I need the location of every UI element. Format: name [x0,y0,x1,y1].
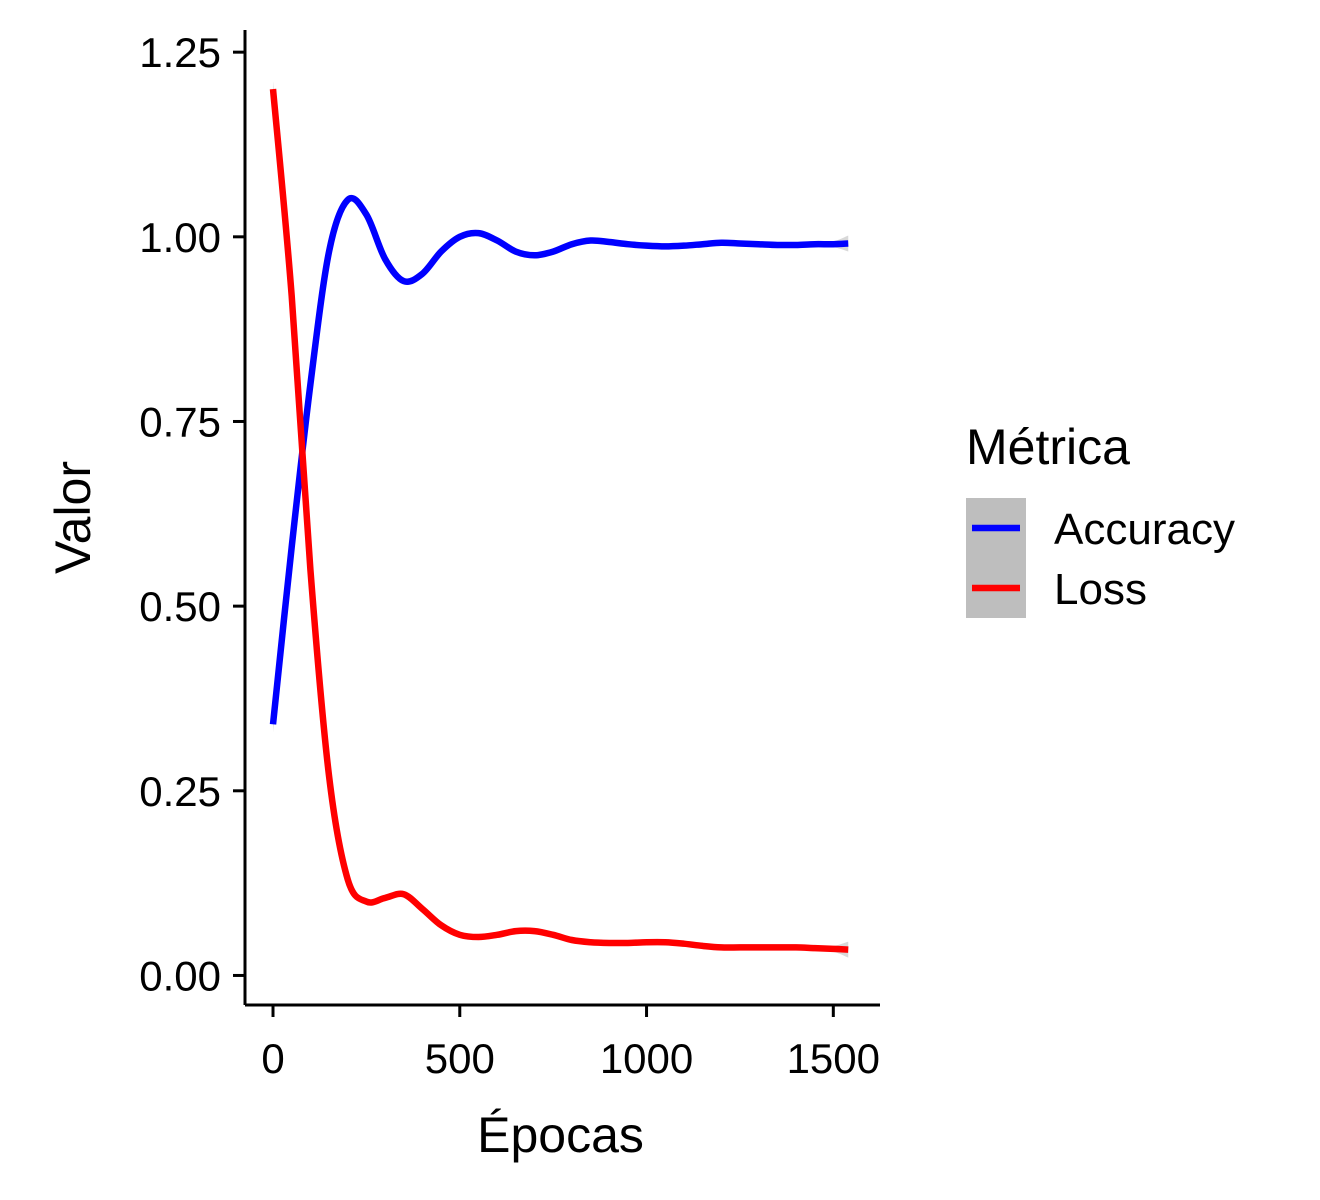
y-tick-label: 0.00 [139,952,221,999]
legend-label-accuracy: Accuracy [1054,505,1235,554]
x-tick-label: 1000 [600,1035,693,1082]
confidence-bands [273,81,849,958]
y-tick-label: 0.50 [139,583,221,630]
axes [243,30,880,1007]
x-tick-label: 1500 [787,1035,880,1082]
y-tick-label: 0.25 [139,768,221,815]
legend-title: Métrica [966,419,1130,475]
confidence-band-accuracy [273,195,849,733]
y-axis-ticks: 0.00 0.25 0.50 0.75 1.00 1.25 [139,29,245,999]
x-tick-label: 500 [425,1035,495,1082]
series-line-loss [269,88,849,953]
legend-label-loss: Loss [1054,565,1147,614]
legend-items: Accuracy Loss [966,498,1235,618]
y-tick-label: 1.25 [139,29,221,76]
confidence-band-loss [273,81,849,958]
series-lines [269,88,849,953]
y-tick-label: 1.00 [139,214,221,261]
legend: Métrica Accuracy Loss [966,419,1235,618]
y-tick-label: 0.75 [139,398,221,445]
x-axis-ticks: 0 500 1000 1500 [261,1005,880,1082]
y-axis-label: Valor [45,461,101,574]
x-axis-label: Épocas [477,1107,644,1163]
x-tick-label: 0 [261,1035,284,1082]
series-line-accuracy [269,194,849,725]
